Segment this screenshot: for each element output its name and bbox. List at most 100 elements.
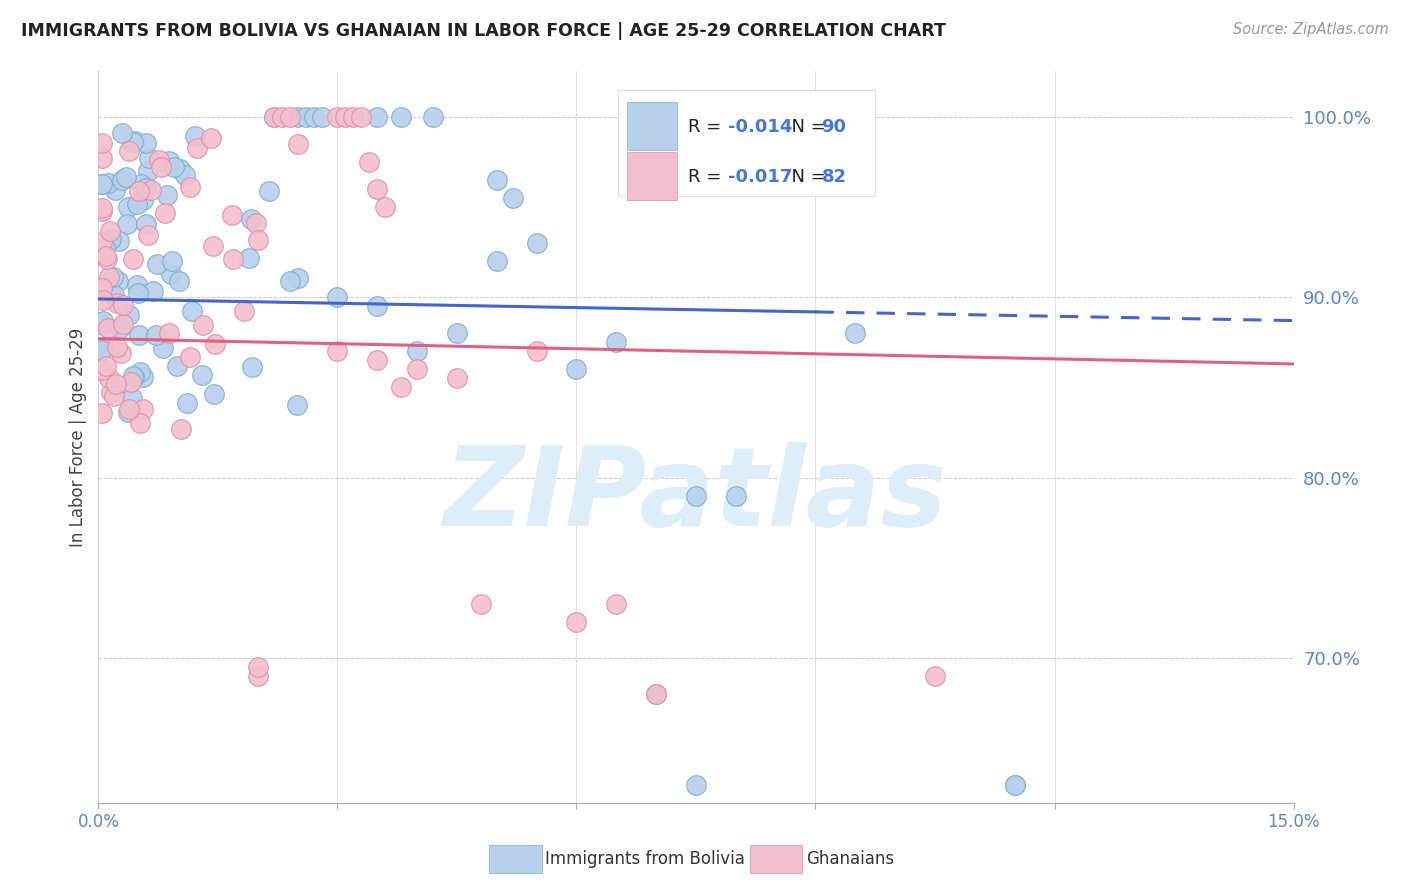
Point [122,136,145,150]
Point [724,489,747,503]
Point [160,267,183,281]
Point [191,318,214,333]
Point [98,224,121,238]
Point [605,597,627,611]
Point [105,296,128,310]
Point [105,340,128,354]
Point [263,110,285,124]
Point [200,131,222,145]
Point [389,110,412,124]
Point [163,160,186,174]
Point [153,206,176,220]
Point [121,392,143,406]
Point [202,387,225,401]
Point [263,110,285,124]
Point [110,346,132,360]
Point [132,401,155,416]
Point [278,110,301,124]
Point [180,304,202,318]
FancyBboxPatch shape [489,846,541,873]
Point [359,154,381,169]
Point [374,200,396,214]
FancyBboxPatch shape [619,90,876,195]
Point [148,153,170,167]
Text: -0.014: -0.014 [728,118,793,136]
Point [446,371,468,385]
Point [105,376,128,391]
Point [366,353,388,368]
Point [131,193,153,207]
Text: Ghanaians: Ghanaians [806,850,894,868]
Point [179,180,201,194]
Point [238,251,260,265]
Y-axis label: In Labor Force | Age 25-29: In Labor Force | Age 25-29 [69,327,87,547]
Point [93,241,115,255]
Point [605,335,627,350]
Point [117,217,139,231]
Point [366,182,388,196]
Point [149,160,172,174]
Point [145,328,167,343]
Point [97,371,120,385]
Point [485,254,508,268]
Point [166,359,188,373]
Point [91,280,114,294]
Point [335,110,357,124]
Point [94,359,117,373]
Point [97,321,120,335]
Point [127,286,149,301]
Point [125,197,148,211]
Point [221,208,243,222]
Point [326,344,349,359]
Point [121,252,143,267]
Point [685,778,707,792]
Point [100,232,122,246]
Point [446,326,468,341]
Point [107,274,129,288]
Text: R =: R = [688,118,727,136]
Text: IMMIGRANTS FROM BOLIVIA VS GHANAIAN IN LABOR FORCE | AGE 25-29 CORRELATION CHART: IMMIGRANTS FROM BOLIVIA VS GHANAIAN IN L… [21,22,946,40]
Point [169,274,191,288]
Point [326,110,349,124]
Point [111,126,134,140]
Point [91,235,114,249]
Point [91,318,114,333]
Point [204,337,226,351]
Point [100,385,122,400]
Point [124,135,146,149]
Point [128,365,150,379]
Point [117,402,139,417]
Point [287,136,309,151]
Point [97,270,120,285]
Text: Immigrants from Bolivia: Immigrants from Bolivia [546,850,745,868]
Point [118,144,141,158]
Text: ZIPatlas: ZIPatlas [444,442,948,549]
Point [485,172,508,186]
Point [389,380,412,394]
Point [101,270,124,285]
Point [118,308,141,322]
Point [125,278,148,293]
Text: R =: R = [688,168,727,186]
Point [246,233,269,247]
Point [287,271,309,285]
Point [169,162,191,177]
Text: Source: ZipAtlas.com: Source: ZipAtlas.com [1233,22,1389,37]
Point [129,416,152,430]
Point [91,178,114,192]
FancyBboxPatch shape [627,103,676,150]
Point [157,154,180,169]
Point [366,110,388,124]
Text: N =: N = [780,118,831,136]
Point [844,326,866,341]
Point [422,110,444,124]
FancyBboxPatch shape [627,152,676,200]
Point [240,212,263,227]
Point [302,110,325,124]
Text: 90: 90 [821,118,846,136]
Point [117,200,139,214]
Point [115,170,138,185]
Point [191,368,214,382]
Point [96,176,118,190]
Point [184,128,207,143]
